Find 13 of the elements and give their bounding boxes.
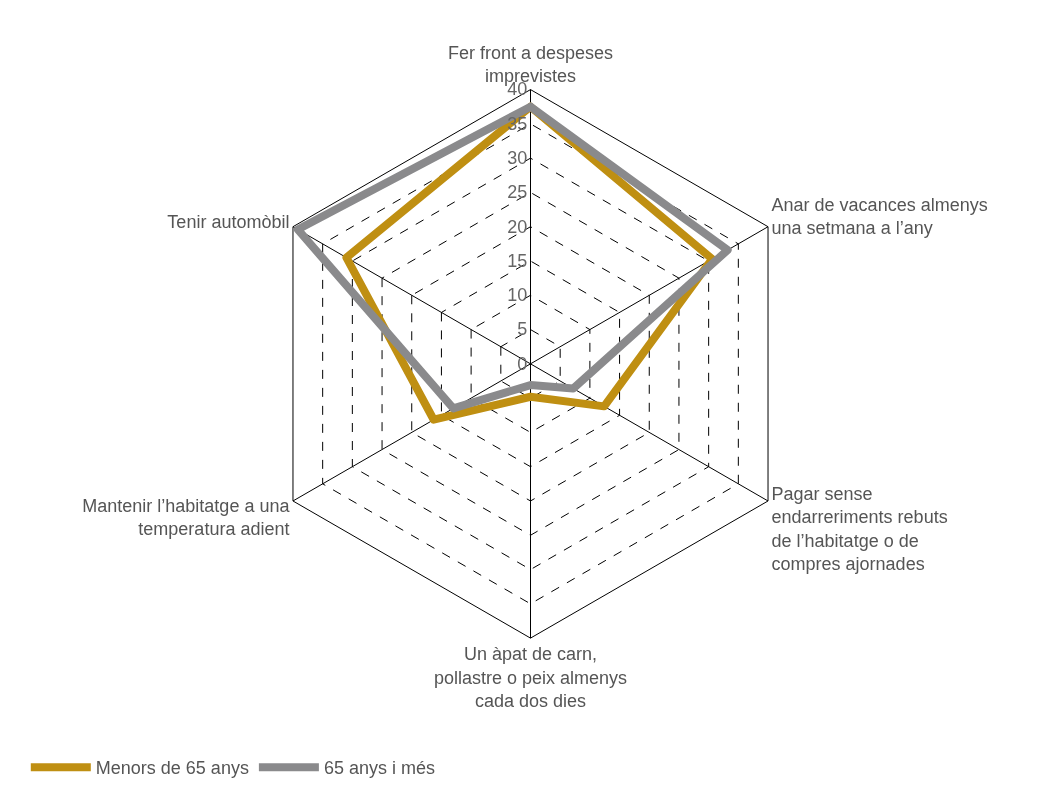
- y-tick-label: 10: [507, 285, 528, 306]
- y-tick-label: 25: [507, 182, 528, 203]
- spoke-label: Pagar sense endarreriments rebuts de l’habitatge o de compres ajornades: [771, 483, 948, 575]
- y-tick-label: 20: [507, 216, 528, 237]
- y-tick-label: 30: [507, 148, 528, 168]
- legend-label: 65 anys i més: [323, 758, 435, 779]
- legend-label: Menors de 65 anys: [95, 758, 249, 779]
- spoke-label: Tenir automòbil: [167, 212, 290, 233]
- y-tick-label: 15: [507, 250, 528, 271]
- spoke-label: Anar de vacances almenys una setmana a l’any: [771, 194, 988, 239]
- spoke-label: Mantenir l’habitatge a una temperatura adient: [82, 495, 291, 540]
- spoke-label: Un àpat de carn, pollastre o peix almenys cada dos dies: [433, 644, 628, 712]
- y-tick-label: 5: [517, 319, 528, 340]
